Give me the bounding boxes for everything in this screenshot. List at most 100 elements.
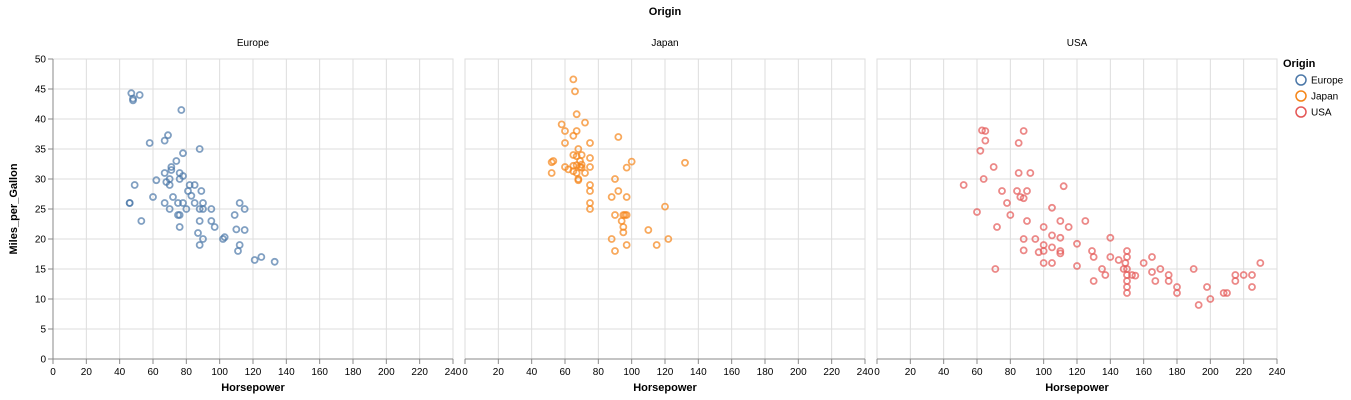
data-point xyxy=(1106,233,1115,242)
data-point xyxy=(627,157,636,166)
x-tick-label: 200 xyxy=(790,367,807,378)
data-point xyxy=(607,235,616,243)
data-point xyxy=(234,247,242,255)
data-point xyxy=(1056,217,1065,225)
data-point xyxy=(1248,283,1256,291)
x-tick-label: 220 xyxy=(823,367,840,378)
data-point xyxy=(577,151,586,159)
data-point xyxy=(586,199,594,207)
legend-symbol xyxy=(1295,106,1307,118)
data-point xyxy=(167,163,176,171)
data-point xyxy=(232,225,241,234)
data-point xyxy=(1164,271,1173,279)
data-point xyxy=(1223,289,1231,297)
data-point xyxy=(1106,253,1115,261)
x-tick-label: 180 xyxy=(345,367,362,378)
data-point xyxy=(561,127,569,135)
x-tick-label: 100 xyxy=(1035,367,1052,378)
data-point xyxy=(195,145,204,153)
data-point xyxy=(1239,271,1248,279)
y-tick-label: 35 xyxy=(35,145,47,156)
data-point xyxy=(145,139,154,147)
y-tick-label: 0 xyxy=(40,355,46,366)
data-point xyxy=(137,217,146,225)
data-point xyxy=(194,229,202,237)
data-point xyxy=(240,226,249,234)
x-tick-label: 60 xyxy=(971,367,983,378)
y-tick-label: 20 xyxy=(35,235,47,246)
data-point xyxy=(190,181,199,189)
data-point xyxy=(1139,259,1148,267)
data-point xyxy=(235,241,244,249)
x-tick-label: 120 xyxy=(245,367,262,378)
chart-title: Origin xyxy=(649,6,682,18)
data-point xyxy=(1248,271,1256,279)
data-point xyxy=(664,235,673,243)
data-point xyxy=(190,199,199,207)
data-point xyxy=(135,91,144,99)
data-point xyxy=(1089,253,1098,261)
facet-panel-japan: Japan 0 20 40 60 80 100 120 140 160 180 200 220 240 Ho… xyxy=(462,38,874,394)
legend-title: Origin xyxy=(1283,58,1316,70)
data-point xyxy=(611,175,619,183)
x-axis-title: Horsepower xyxy=(1045,382,1109,394)
data-point xyxy=(1194,301,1203,309)
data-point xyxy=(1039,223,1048,231)
data-point xyxy=(179,199,187,207)
x-tick-label: 60 xyxy=(559,367,571,378)
data-point xyxy=(175,223,184,231)
data-point xyxy=(185,181,194,189)
data-point xyxy=(993,223,1001,231)
data-point xyxy=(981,136,990,145)
legend-symbol xyxy=(1295,90,1307,102)
data-point xyxy=(652,241,661,249)
x-tick-label: 0 xyxy=(462,367,468,378)
x-tick-label: 20 xyxy=(493,367,505,378)
data-point xyxy=(125,199,134,207)
data-point xyxy=(619,223,628,231)
data-point xyxy=(998,187,1006,195)
data-point xyxy=(622,211,631,219)
data-point xyxy=(149,193,157,201)
data-point xyxy=(1101,271,1110,279)
data-point xyxy=(572,110,581,119)
data-point xyxy=(1023,187,1031,195)
data-point xyxy=(1088,247,1096,255)
data-point xyxy=(978,126,986,135)
x-tick-label: 80 xyxy=(593,367,605,378)
data-point xyxy=(572,127,581,135)
data-point xyxy=(577,163,586,172)
data-point xyxy=(1148,268,1156,276)
data-point xyxy=(1048,231,1056,240)
data-point xyxy=(1003,199,1011,207)
data-point xyxy=(1148,253,1156,261)
data-point xyxy=(681,158,689,167)
x-tick-label: 220 xyxy=(411,367,428,378)
data-point xyxy=(165,181,174,189)
x-tick-label: 220 xyxy=(1235,367,1252,378)
data-point xyxy=(1151,277,1160,285)
data-point xyxy=(1173,289,1181,297)
data-point xyxy=(1123,265,1131,273)
data-point xyxy=(195,217,204,225)
data-point xyxy=(182,205,191,213)
x-tick-label: 20 xyxy=(81,367,93,378)
data-point xyxy=(614,133,623,141)
data-point xyxy=(230,211,239,219)
x-tick-label: 200 xyxy=(1202,367,1219,378)
x-tick-label: 200 xyxy=(378,367,395,378)
x-tick-label: 80 xyxy=(181,367,193,378)
x-tick-label: 140 xyxy=(278,367,295,378)
data-point xyxy=(187,191,196,200)
x-tick-label: 40 xyxy=(938,367,950,378)
x-tick-label: 40 xyxy=(114,367,126,378)
data-point xyxy=(1019,235,1028,243)
legend-label: USA xyxy=(1311,108,1332,119)
data-point xyxy=(199,235,207,243)
data-point xyxy=(1256,259,1265,267)
y-tick-label: 15 xyxy=(35,265,47,276)
data-point xyxy=(549,157,558,165)
data-point xyxy=(989,163,998,171)
data-point xyxy=(160,136,169,145)
